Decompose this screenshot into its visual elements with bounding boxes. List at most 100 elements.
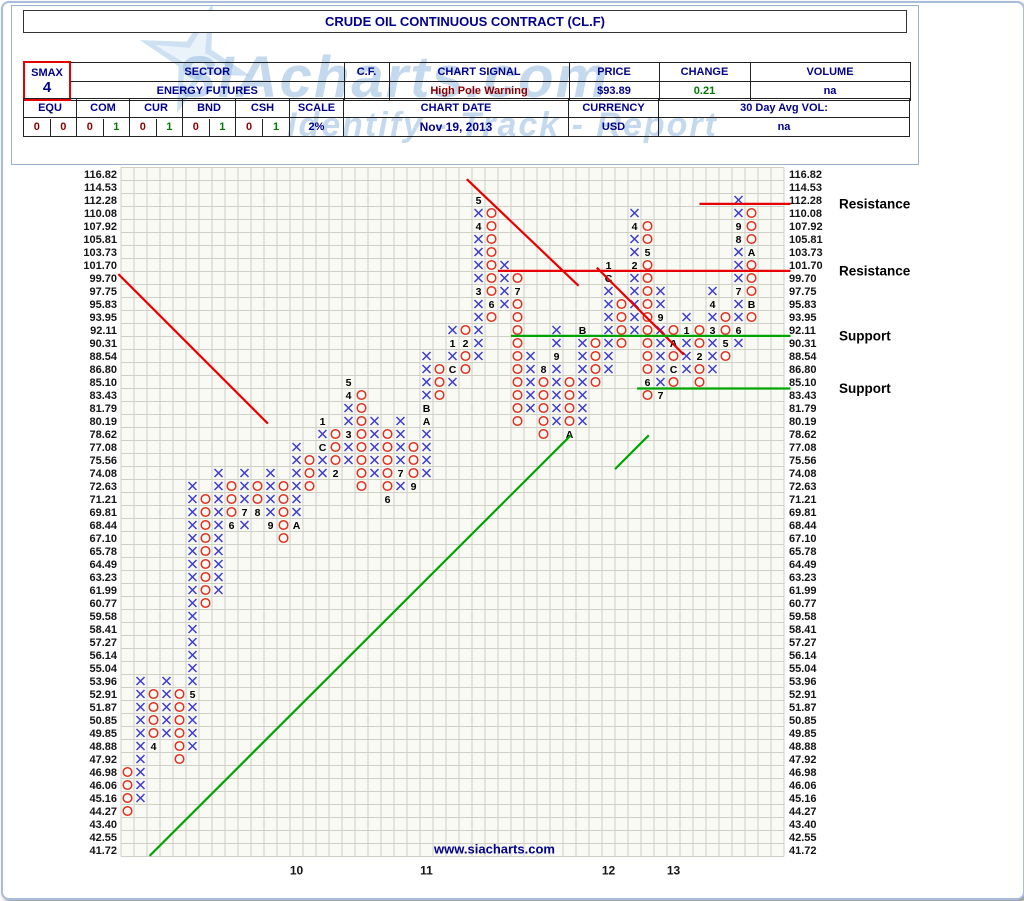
svg-text:105.81: 105.81 (789, 234, 823, 246)
svg-text:86.80: 86.80 (89, 364, 117, 376)
svg-text:92.11: 92.11 (789, 325, 816, 337)
svg-text:116.82: 116.82 (84, 169, 117, 181)
svg-text:63.23: 63.23 (789, 572, 817, 584)
svg-text:107.92: 107.92 (83, 221, 117, 233)
svg-text:5: 5 (190, 689, 196, 701)
svg-text:1: 1 (320, 416, 326, 428)
svg-text:53.96: 53.96 (89, 676, 117, 688)
svg-text:80.19: 80.19 (89, 416, 117, 428)
svg-text:7: 7 (736, 286, 742, 298)
svg-text:41.72: 41.72 (89, 845, 117, 857)
svg-text:101.70: 101.70 (83, 260, 117, 272)
svg-text:Resistance: Resistance (839, 196, 911, 211)
svg-text:44.27: 44.27 (89, 806, 117, 818)
svg-text:9: 9 (268, 520, 274, 532)
svg-text:3: 3 (476, 286, 482, 298)
svg-text:4: 4 (346, 390, 352, 402)
svg-text:85.10: 85.10 (789, 377, 817, 389)
svg-text:B: B (748, 299, 756, 311)
svg-text:4: 4 (710, 299, 716, 311)
svg-text:68.44: 68.44 (789, 520, 817, 532)
svg-text:44.27: 44.27 (789, 806, 817, 818)
chart-signal-value: High Pole Warning (388, 80, 570, 101)
svg-text:C: C (319, 442, 327, 454)
svg-text:7: 7 (515, 286, 521, 298)
price-header: PRICE (568, 61, 660, 82)
flag-bnd-values: 0 1 (182, 117, 236, 137)
svg-text:116.82: 116.82 (789, 169, 822, 181)
svg-text:61.99: 61.99 (89, 585, 117, 597)
svg-text:2: 2 (632, 260, 638, 272)
svg-text:11: 11 (420, 864, 433, 878)
flag-com-values: 0 1 (76, 117, 130, 137)
svg-text:112.28: 112.28 (789, 195, 822, 207)
svg-text:B: B (423, 403, 431, 415)
flag-value: 1 (262, 118, 289, 136)
svg-text:Resistance: Resistance (839, 263, 911, 278)
svg-text:53.96: 53.96 (789, 676, 817, 688)
svg-text:56.14: 56.14 (789, 650, 817, 662)
svg-text:B: B (579, 325, 587, 337)
page-title: CRUDE OIL CONTINUOUS CONTRACT (CL.F) (23, 10, 907, 33)
flag-com-header: COM (76, 98, 130, 118)
svg-text:51.87: 51.87 (89, 702, 117, 714)
svg-text:95.83: 95.83 (89, 299, 117, 311)
svg-text:www.siacharts.com: www.siacharts.com (433, 842, 555, 857)
svg-text:58.41: 58.41 (789, 624, 817, 636)
smax-value: 4 (42, 78, 52, 96)
svg-text:52.91: 52.91 (789, 689, 817, 701)
svg-text:64.49: 64.49 (789, 559, 817, 571)
svg-text:92.11: 92.11 (90, 325, 117, 337)
svg-text:6: 6 (645, 377, 651, 389)
flag-equ-header: EQU (23, 98, 77, 118)
svg-text:78.62: 78.62 (789, 429, 817, 441)
scale-value: 2% (289, 117, 344, 137)
cf-header: C.F. (343, 61, 390, 82)
svg-text:2: 2 (333, 468, 339, 480)
svg-text:7: 7 (398, 468, 404, 480)
svg-text:12: 12 (602, 864, 616, 878)
svg-text:47.92: 47.92 (89, 754, 117, 766)
svg-text:8: 8 (255, 507, 261, 519)
svg-text:60.77: 60.77 (89, 598, 117, 610)
svg-text:57.27: 57.27 (789, 637, 817, 649)
svg-text:49.85: 49.85 (789, 728, 817, 740)
svg-text:101.70: 101.70 (789, 260, 823, 272)
svg-text:93.95: 93.95 (89, 312, 117, 324)
svg-text:43.40: 43.40 (789, 819, 817, 831)
svg-text:63.23: 63.23 (89, 572, 117, 584)
svg-text:77.08: 77.08 (89, 442, 117, 454)
svg-text:4: 4 (151, 741, 157, 753)
svg-text:52.91: 52.91 (89, 689, 117, 701)
svg-text:112.28: 112.28 (84, 195, 117, 207)
svg-text:1: 1 (684, 325, 690, 337)
svg-text:46.98: 46.98 (789, 767, 817, 779)
flag-bnd-header: BND (182, 98, 236, 118)
flag-value: 1 (208, 118, 235, 136)
flag-csh-header: CSH (235, 98, 290, 118)
flag-equ-values: 0 0 (23, 117, 77, 137)
svg-text:9: 9 (658, 312, 664, 324)
flag-value: 0 (33, 120, 40, 133)
svg-text:110.08: 110.08 (789, 208, 822, 220)
svg-text:81.79: 81.79 (89, 403, 117, 415)
svg-text:65.78: 65.78 (789, 546, 817, 558)
header-summary-table: SMAX 4 SECTOR C.F. CHART SIGNAL PRICE CH… (23, 61, 911, 101)
svg-text:58.41: 58.41 (89, 624, 117, 636)
svg-text:74.08: 74.08 (789, 468, 817, 480)
svg-text:8: 8 (736, 234, 742, 246)
svg-text:43.40: 43.40 (89, 819, 117, 831)
svg-text:A: A (566, 429, 574, 441)
flag-value: 0 (139, 120, 146, 133)
svg-text:88.54: 88.54 (89, 351, 117, 363)
svg-text:64.49: 64.49 (89, 559, 117, 571)
svg-text:48.88: 48.88 (789, 741, 817, 753)
svg-text:A: A (748, 247, 756, 259)
svg-text:6: 6 (229, 520, 235, 532)
svg-text:45.16: 45.16 (789, 793, 817, 805)
svg-text:47.92: 47.92 (789, 754, 817, 766)
svg-text:59.58: 59.58 (89, 611, 117, 623)
svg-text:6: 6 (489, 299, 495, 311)
